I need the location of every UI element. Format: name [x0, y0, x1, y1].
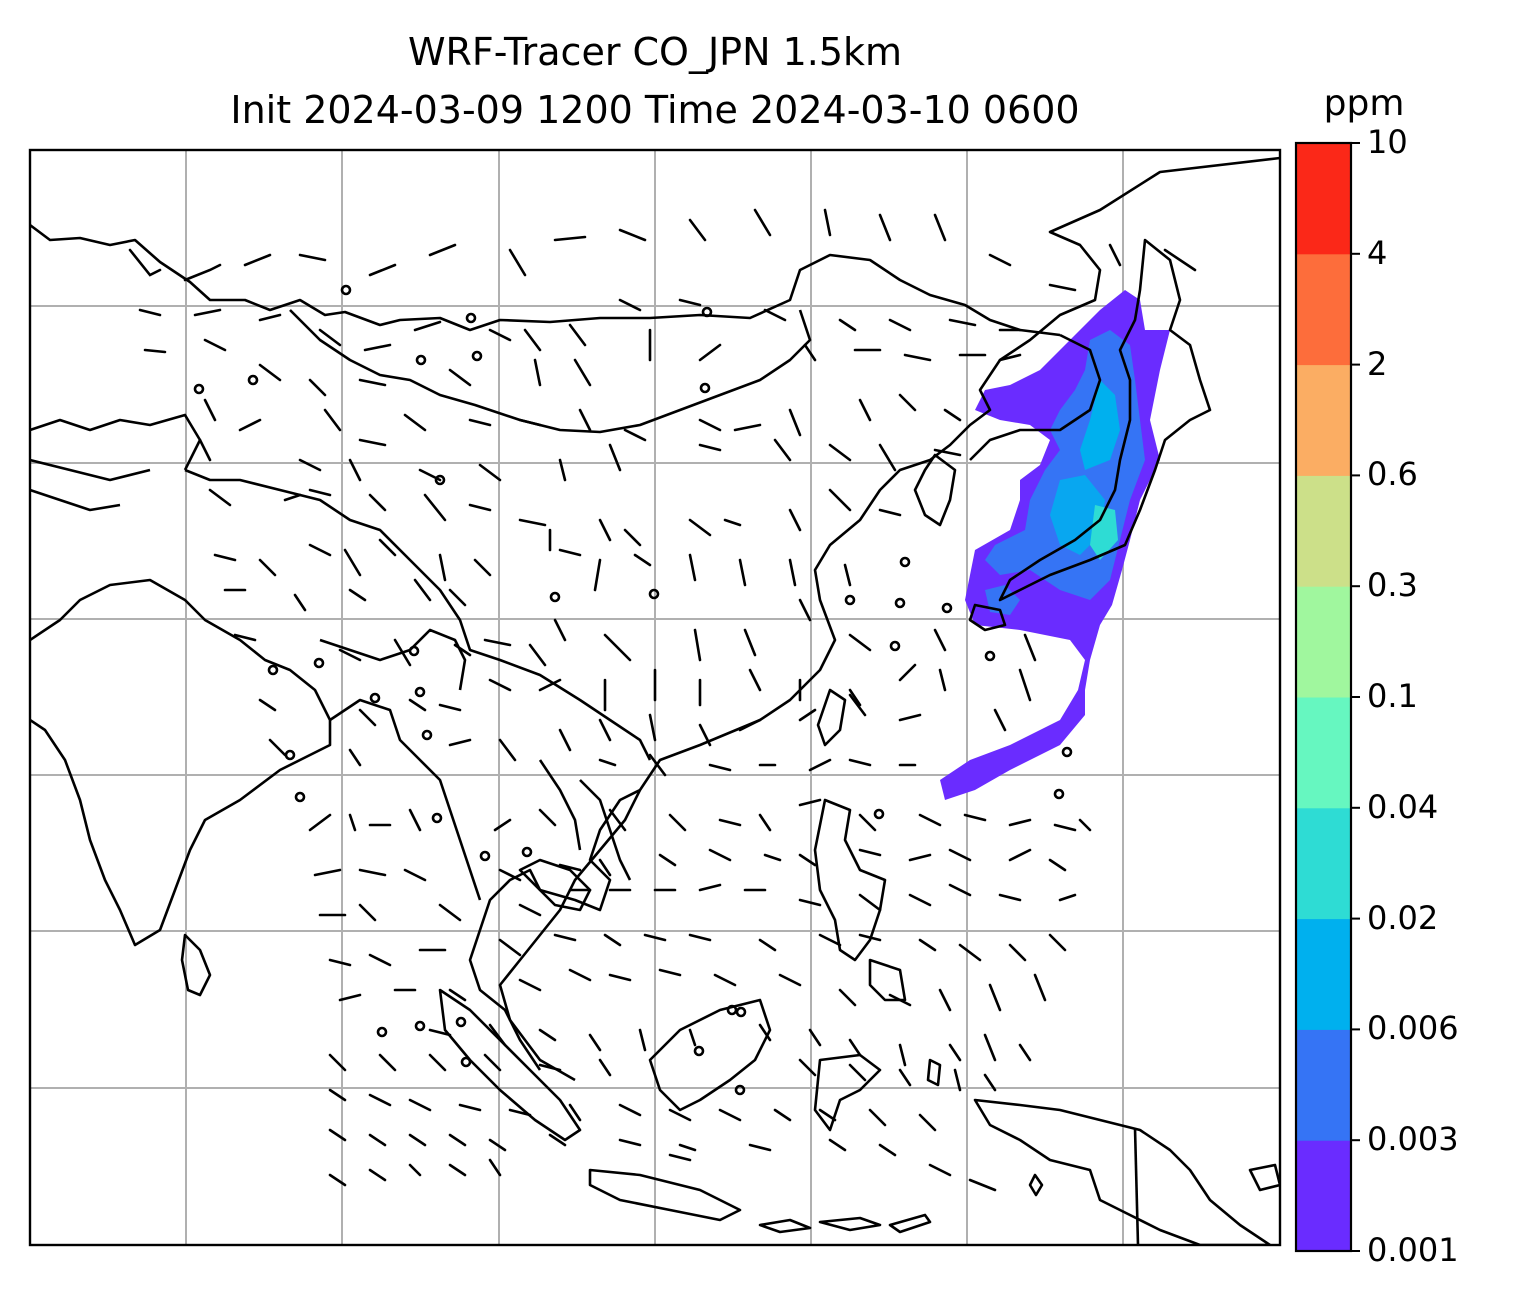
- colorbar-tick-label: 0.1: [1367, 677, 1418, 715]
- colorbar-tick-label: 10: [1367, 123, 1408, 161]
- colorbar-band: [1296, 475, 1351, 587]
- colorbar-band: [1296, 1029, 1351, 1141]
- calm-wind-circles: [193, 284, 1073, 1096]
- map-title: WRF-Tracer CO_JPN 1.5km: [407, 30, 903, 74]
- colorbar-band: [1296, 697, 1351, 809]
- map-panel: [28, 148, 1282, 1247]
- colorbar-unit: ppm: [1323, 83, 1405, 124]
- colorbar-bands: [1296, 143, 1351, 1252]
- colorbar-tick-label: 0.001: [1367, 1231, 1459, 1269]
- colorbar-tick-label: 0.3: [1367, 566, 1418, 605]
- colorbar-band: [1296, 253, 1351, 366]
- colorbar-band: [1296, 1140, 1351, 1252]
- map-subtitle: Init 2024-03-09 1200 Time 2024-03-10 060…: [230, 88, 1080, 132]
- colorbar-band: [1296, 364, 1351, 476]
- colorbar-band: [1296, 143, 1351, 255]
- colorbar-band: [1296, 586, 1351, 698]
- colorbar-tick-label: 2: [1367, 344, 1388, 383]
- colorbar-tick-label: 0.006: [1367, 1009, 1459, 1048]
- colorbar-tick-label: 0.04: [1367, 787, 1439, 826]
- colorbar-band: [1296, 918, 1351, 1030]
- colorbar-tick-label: 4: [1367, 233, 1388, 272]
- colorbar-band: [1296, 807, 1351, 920]
- colorbar-ticks: [1351, 142, 1360, 1252]
- colorbar: [1294, 141, 1360, 1253]
- coastlines: [30, 156, 1280, 1245]
- wind-barbs: [128, 208, 1197, 1192]
- colorbar-tick-label: 0.003: [1367, 1120, 1459, 1159]
- colorbar-tick-label: 0.02: [1367, 898, 1439, 937]
- colorbar-tick-label: 0.6: [1367, 455, 1418, 494]
- co-tracer-shading: [940, 290, 1170, 800]
